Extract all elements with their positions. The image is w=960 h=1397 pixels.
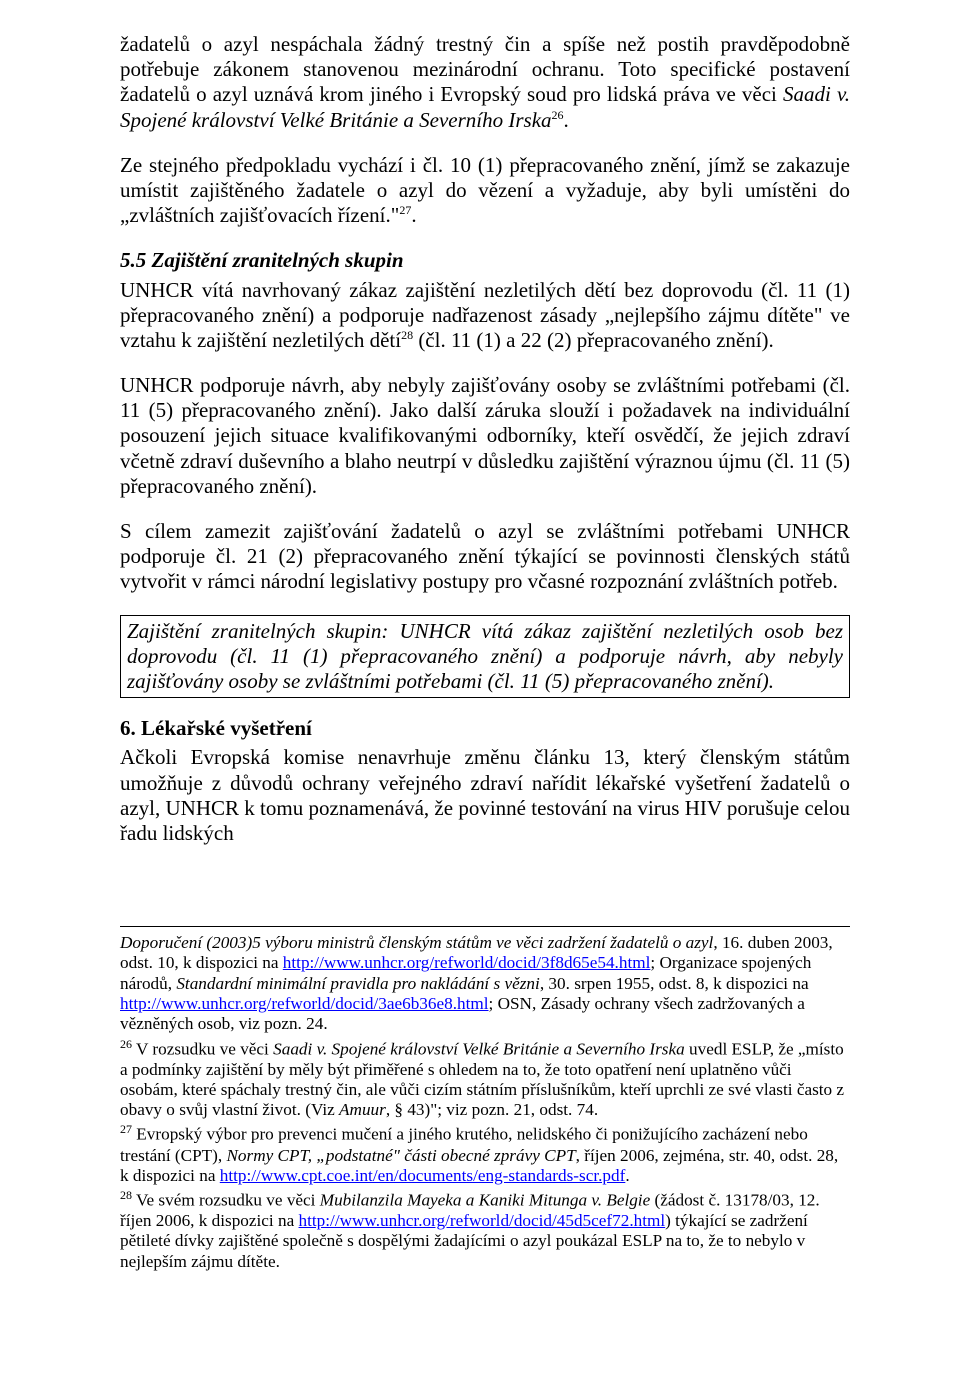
footnote-link[interactable]: http://www.unhcr.org/refworld/docid/3ae6…	[120, 994, 489, 1013]
footnote-26: 26 V rozsudku ve věci Saadi v. Spojené k…	[120, 1037, 850, 1121]
footnote-link[interactable]: http://www.unhcr.org/refworld/docid/3f8d…	[283, 953, 651, 972]
footnote-italic: Doporučení (2003)5 výboru ministrů člens…	[120, 933, 713, 952]
text: Ačkoli Evropská komise nenavrhuje změnu …	[120, 745, 850, 845]
paragraph-5: S cílem zamezit zajišťování žadatelů o a…	[120, 519, 850, 595]
footnote-28: 28 Ve svém rozsudku ve věci Mubilanzila …	[120, 1188, 850, 1272]
footnote-text: .	[625, 1166, 629, 1185]
footnotes-section: Doporučení (2003)5 výboru ministrů člens…	[120, 926, 850, 1272]
paragraph-3: UNHCR vítá navrhovaný zákaz zajištění ne…	[120, 278, 850, 354]
footnote-case: Amuur	[339, 1100, 386, 1119]
paragraph-4: UNHCR podporuje návrh, aby nebyly zajišť…	[120, 373, 850, 499]
footnote-link[interactable]: http://www.unhcr.org/refworld/docid/45d5…	[299, 1211, 666, 1230]
summary-box: Zajištění zranitelných skupin: UNHCR vít…	[120, 615, 850, 699]
footnote-27: 27 Evropský výbor pro prevenci mučení a …	[120, 1122, 850, 1186]
footnote-continuation: Doporučení (2003)5 výboru ministrů člens…	[120, 933, 850, 1034]
text: (čl. 11 (1) a 22 (2) přepracovaného zněn…	[413, 328, 774, 352]
footnote-case: Mubilanzila Mayeka a Kaniki Mitunga v. B…	[320, 1191, 650, 1210]
footnote-text: Ve svém rozsudku ve věci	[132, 1191, 320, 1210]
footnote-number: 28	[120, 1188, 132, 1202]
section-6: 6. Lékařské vyšetření	[120, 716, 850, 741]
text: žadatelů o azyl nespáchala žádný trestný…	[120, 32, 850, 106]
text: S cílem zamezit zajišťování žadatelů o a…	[120, 519, 850, 593]
text: Ze stejného předpokladu vychází i čl. 10…	[120, 153, 850, 227]
box-text: Zajištění zranitelných skupin: UNHCR vít…	[127, 619, 843, 693]
footnote-ref-28: 28	[401, 328, 413, 342]
paragraph-1: žadatelů o azyl nespáchala žádný trestný…	[120, 32, 850, 133]
footnote-number: 26	[120, 1037, 132, 1051]
paragraph-2: Ze stejného předpokladu vychází i čl. 10…	[120, 153, 850, 229]
paragraph-6: Ačkoli Evropská komise nenavrhuje změnu …	[120, 745, 850, 846]
footnote-text: , 30. srpen 1955, odst. 8, k dispozici n…	[540, 974, 809, 993]
text: UNHCR podporuje návrh, aby nebyly zajišť…	[120, 373, 850, 498]
section-5-5: 5.5 Zajištění zranitelných skupin	[120, 248, 850, 273]
footnote-text: , § 43)"; viz pozn. 21, odst. 74.	[386, 1100, 598, 1119]
section-heading: 6. Lékařské vyšetření	[120, 716, 312, 740]
footnote-ref-27: 27	[399, 203, 411, 217]
footnote-case: Saadi v. Spojené království Velké Britán…	[273, 1039, 685, 1058]
document-page: žadatelů o azyl nespáchala žádný trestný…	[0, 0, 960, 1397]
text: .	[564, 108, 569, 132]
footnote-text: V rozsudku ve věci	[132, 1039, 273, 1058]
footnote-link[interactable]: http://www.cpt.coe.int/en/documents/eng-…	[220, 1166, 626, 1185]
footnote-italic: Normy CPT, „podstatné" části obecné zprá…	[226, 1146, 575, 1165]
footnote-number: 27	[120, 1122, 132, 1136]
section-heading: 5.5 Zajištění zranitelných skupin	[120, 248, 404, 272]
footnote-italic: Standardní minimální pravidla pro naklád…	[176, 974, 539, 993]
text: .	[411, 203, 416, 227]
footnote-ref-26: 26	[552, 108, 564, 122]
